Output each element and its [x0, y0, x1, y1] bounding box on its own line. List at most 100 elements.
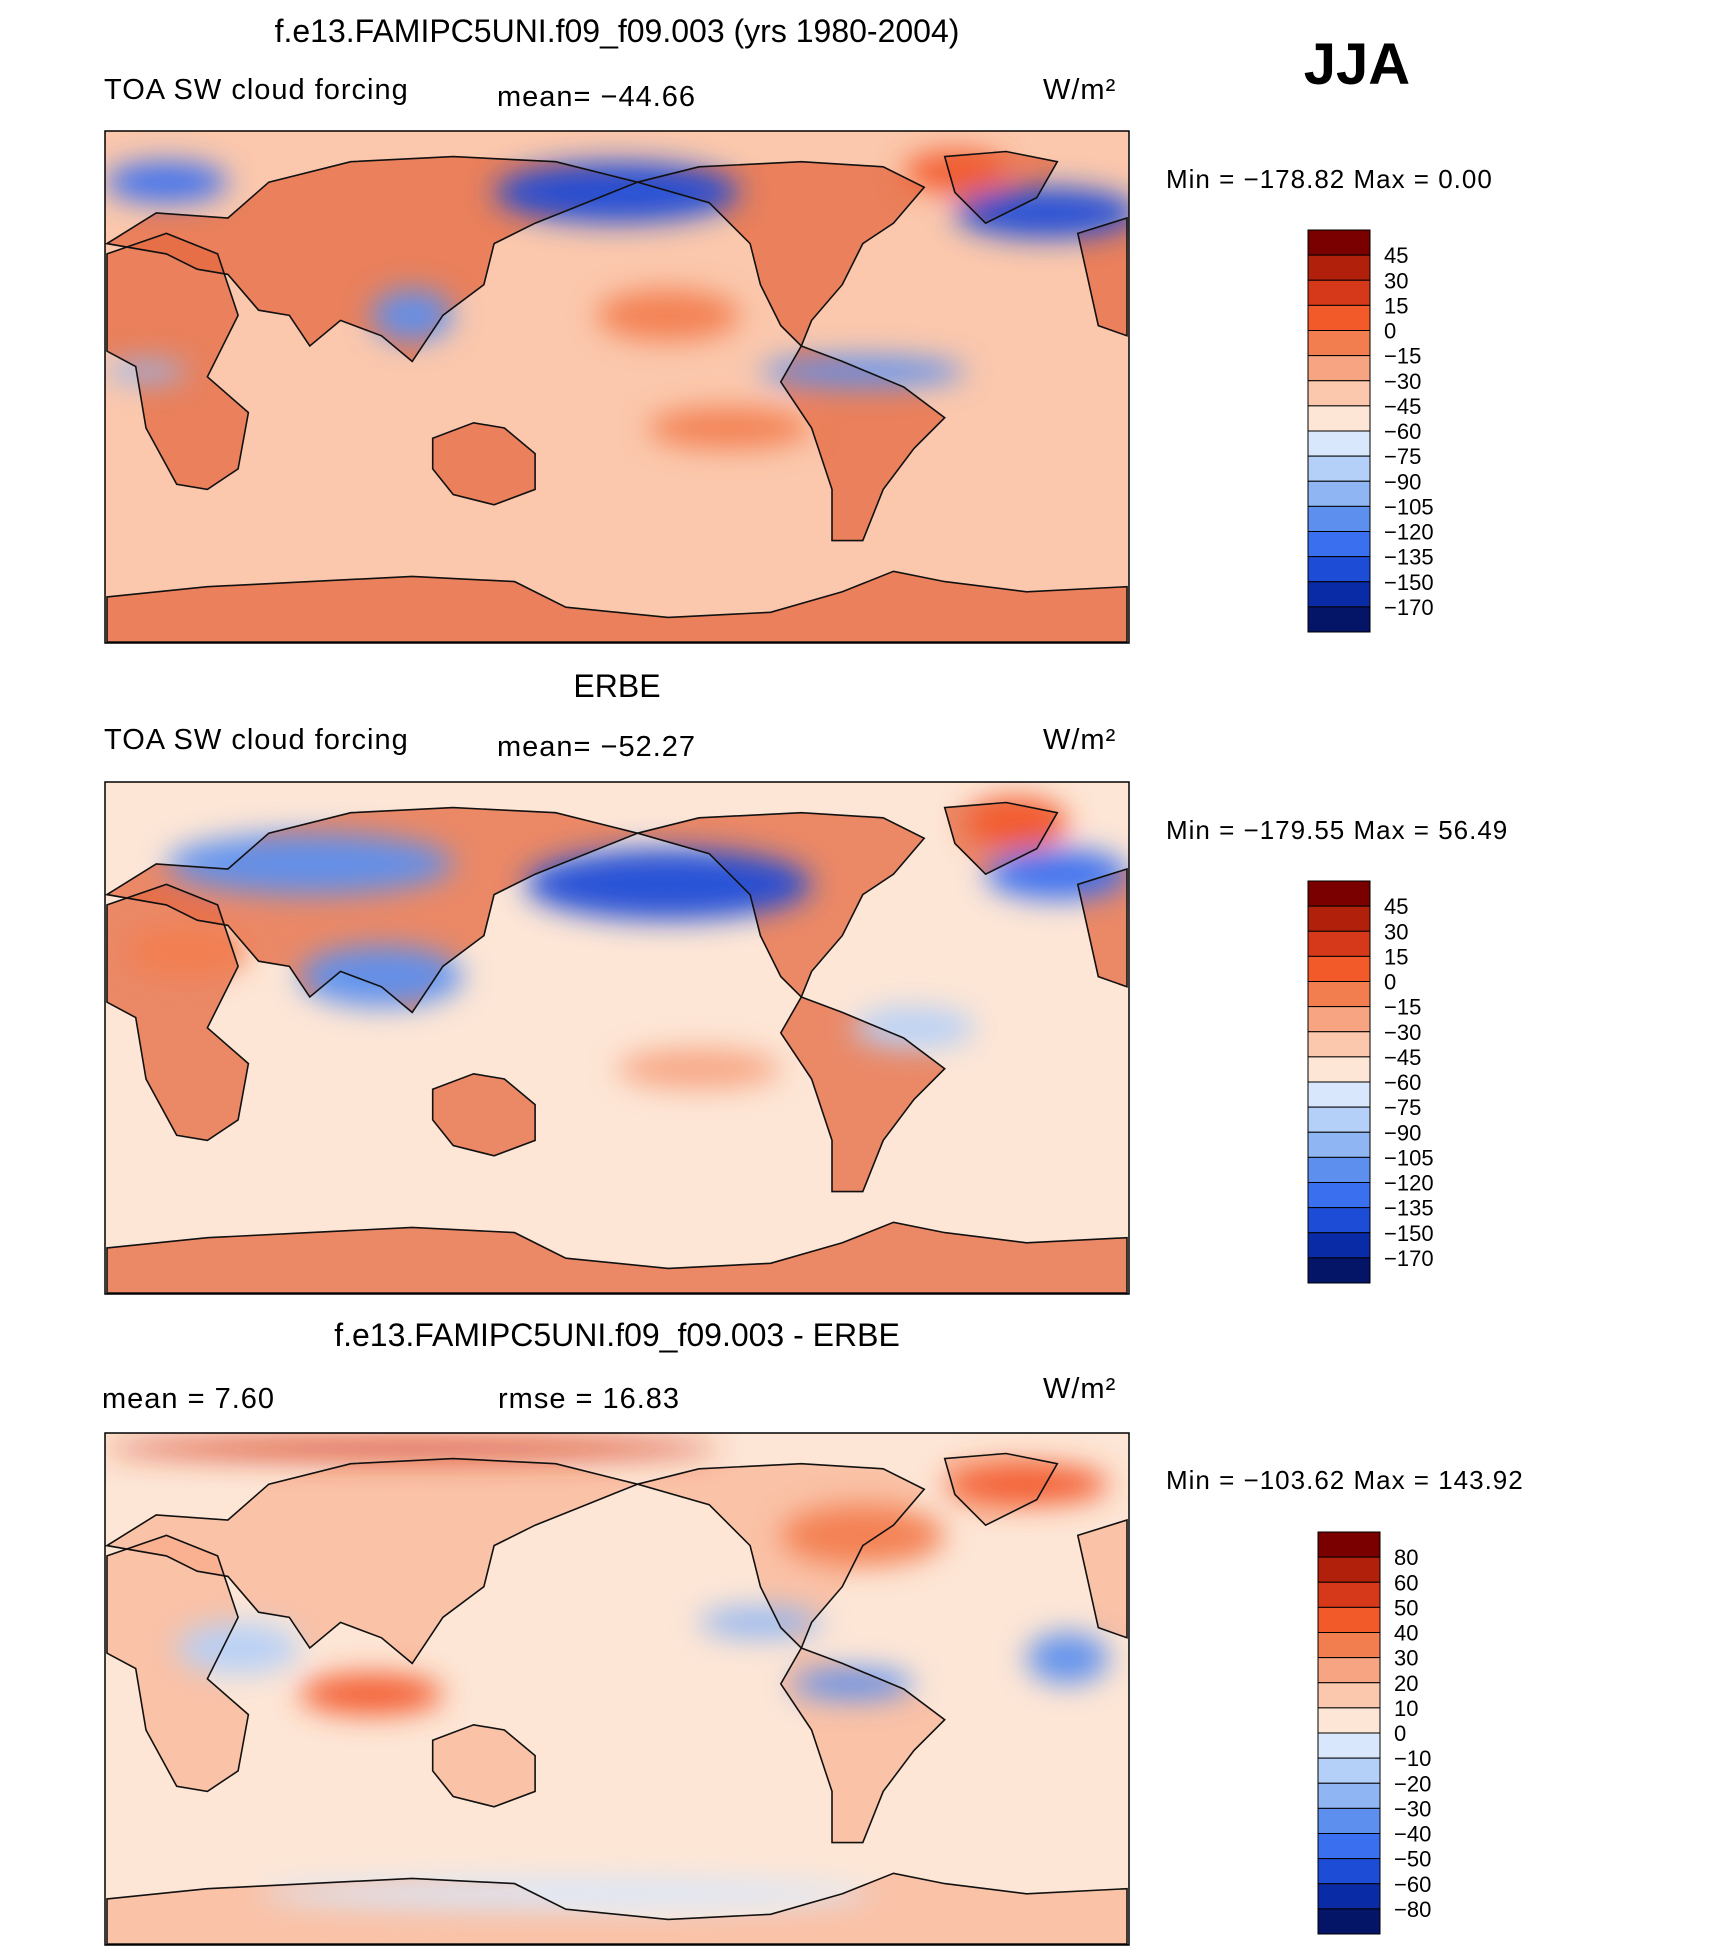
field-anomaly — [903, 151, 1007, 193]
colorbar-swatch — [1307, 1257, 1371, 1284]
field-anomaly — [105, 161, 228, 203]
field-anomaly — [125, 925, 249, 977]
landmass-australia-coastline — [431, 1723, 536, 1808]
colorbar-tick-label: 15 — [1384, 944, 1408, 969]
landmass-africa-coastline — [106, 1534, 250, 1793]
colorbar-swatch — [1307, 1056, 1371, 1083]
units-label: W/m² — [1043, 1373, 1116, 1405]
colorbar-swatch — [1307, 581, 1371, 608]
colorbar-swatch — [1307, 606, 1371, 633]
landmass-europe-west-fill — [1077, 1520, 1127, 1638]
colorbar-tick-label: −20 — [1394, 1771, 1431, 1796]
landmass-antarctica-fill — [107, 571, 1127, 642]
units-label: W/m² — [1043, 724, 1116, 756]
field-anomaly — [852, 1007, 976, 1049]
colorbar-swatch — [1307, 254, 1371, 281]
colorbar-tick-label: 60 — [1394, 1570, 1418, 1595]
landmass-europe-west-coastline — [1076, 1518, 1128, 1639]
colorbar-tick-label: −90 — [1384, 469, 1421, 494]
field-anomaly — [299, 945, 464, 1008]
colorbar-tick-label: 45 — [1384, 243, 1408, 268]
field-anomaly — [617, 1048, 781, 1090]
landmass-south-america-fill — [780, 346, 945, 541]
colorbar-swatch — [1307, 355, 1371, 382]
landmass-greenland-coastline — [943, 150, 1059, 225]
colorbar-swatch — [1317, 1531, 1381, 1558]
landmass-antarctica-coastline — [106, 570, 1128, 643]
colorbar-tick-label: −135 — [1384, 1196, 1434, 1221]
map-frame — [104, 1432, 1130, 1946]
landmass-europe-west-fill — [1077, 218, 1127, 336]
minmax-label: Min = −178.82 Max = 0.00 — [1166, 164, 1493, 194]
colorbar-tick-label: −60 — [1384, 419, 1421, 444]
landmass-antarctica-fill — [107, 1222, 1127, 1293]
landmass-north-america-coastline — [634, 811, 926, 999]
colorbar-swatch — [1307, 1182, 1371, 1209]
colorbar-tick-label: 30 — [1384, 268, 1408, 293]
minmax-label: Min = −103.62 Max = 143.92 — [1166, 1465, 1524, 1495]
units-label: W/m² — [1043, 74, 1116, 106]
colorbar-tick-label: −120 — [1384, 1171, 1434, 1196]
colorbar-tick-label: 45 — [1384, 894, 1408, 919]
colorbar-swatch — [1307, 330, 1371, 357]
field-anomaly — [176, 1622, 300, 1674]
colorbar-swatch — [1317, 1757, 1381, 1784]
landmass-south-america-coastline — [779, 996, 946, 1193]
panel-model: f.e13.FAMIPC5UNI.f09_f09.003 (yrs 1980-2… — [104, 13, 1493, 644]
colorbar-tick-label: −150 — [1384, 570, 1434, 595]
colorbar-tick-label: 0 — [1394, 1721, 1406, 1746]
panel-title: ERBE — [573, 668, 660, 704]
colorbar-tick-label: 15 — [1384, 293, 1408, 318]
colorbar-tick-label: −170 — [1384, 1246, 1434, 1271]
field-anomaly — [105, 1438, 720, 1459]
landmass-europe-west-coastline — [1076, 867, 1128, 988]
map-frame — [104, 130, 1130, 644]
colorbar-swatch — [1307, 279, 1371, 306]
landmass-north-america-coastline — [634, 160, 926, 348]
colorbar-swatch — [1307, 531, 1371, 558]
colorbar-tick-label: −120 — [1384, 520, 1434, 545]
colorbar-tick-label: −90 — [1384, 1120, 1421, 1145]
colorbar-tick-label: −150 — [1384, 1221, 1434, 1246]
field-anomaly — [299, 1673, 443, 1715]
landmass-australia-coastline — [431, 421, 536, 506]
colorbar-swatch — [1317, 1858, 1381, 1885]
colorbar-swatch — [1307, 1006, 1371, 1033]
colorbar-tick-label: −10 — [1394, 1746, 1431, 1771]
landmass-north-america-coastline — [634, 1462, 926, 1650]
mean-label: mean = 7.60 — [102, 1383, 275, 1415]
colorbar-swatch — [1307, 304, 1371, 331]
colorbar-swatch — [1317, 1908, 1381, 1935]
colorbar-swatch — [1307, 1207, 1371, 1234]
field-anomaly — [698, 1607, 822, 1638]
colorbar-swatch — [1307, 505, 1371, 532]
colorbar-tick-label: −105 — [1384, 494, 1434, 519]
colorbar-swatch — [1307, 930, 1371, 957]
landmass-antarctica-coastline — [106, 1872, 1128, 1945]
colorbar-swatch — [1307, 905, 1371, 932]
season-label: JJA — [1304, 32, 1410, 97]
colorbar-swatch — [1317, 1682, 1381, 1709]
panel-observation: ERBE TOA SW cloud forcing mean= −52.27 W… — [104, 668, 1507, 1295]
field-anomaly — [596, 289, 740, 341]
colorbar-swatch — [1307, 405, 1371, 432]
colorbar-swatch — [1317, 1782, 1381, 1809]
landmass-australia-fill — [432, 422, 536, 505]
colorbar-tick-label: −45 — [1384, 394, 1421, 419]
colorbar-tick-label: −75 — [1384, 444, 1421, 469]
landmass-greenland-coastline — [943, 1452, 1059, 1527]
colorbar-swatch — [1307, 1081, 1371, 1108]
landmass-north-america-fill — [637, 161, 925, 346]
colorbar-swatch — [1317, 1556, 1381, 1583]
colorbar: 4530150−15−30−45−60−75−90−105−120−135−15… — [1307, 229, 1434, 633]
colorbar-swatch — [1307, 880, 1371, 907]
colorbar-swatch — [1317, 1632, 1381, 1659]
colorbar-swatch — [1307, 1031, 1371, 1058]
field-anomaly — [258, 1878, 873, 1910]
variable-label: TOA SW cloud forcing — [104, 724, 409, 756]
colorbar-tick-label: −30 — [1394, 1796, 1431, 1821]
field-anomaly — [371, 289, 454, 341]
colorbar-swatch — [1307, 455, 1371, 482]
